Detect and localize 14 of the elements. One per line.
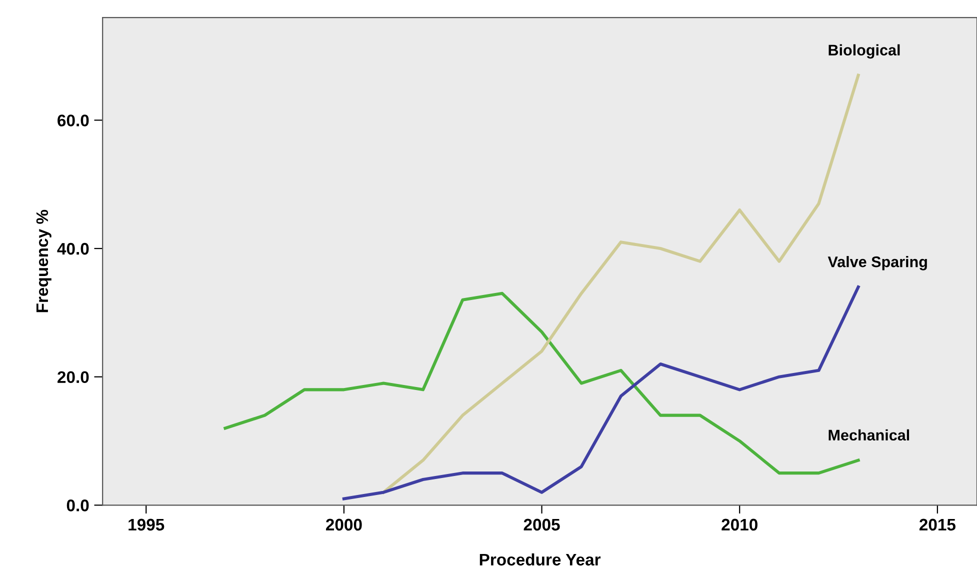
x-tick-label: 2015 — [919, 518, 956, 531]
y-tick-label: 40.0 — [57, 242, 89, 255]
y-tick-label: 20.0 — [58, 371, 89, 384]
x-tick-label: 1995 — [128, 518, 164, 531]
x-axis-title: Procedure Year — [480, 553, 601, 566]
series-label: Biological — [828, 44, 900, 59]
x-tick-label: 2005 — [524, 518, 560, 531]
y-axis-title: Frequency % — [36, 210, 52, 312]
y-tick-label: 60.0 — [58, 114, 89, 126]
x-tick-label: 2010 — [722, 518, 758, 531]
series-label: Valve Sparing — [828, 256, 927, 270]
x-tick-label: 2000 — [326, 518, 362, 531]
series-label: Mechanical — [828, 429, 910, 441]
y-tick-label: 0.0 — [66, 500, 89, 512]
